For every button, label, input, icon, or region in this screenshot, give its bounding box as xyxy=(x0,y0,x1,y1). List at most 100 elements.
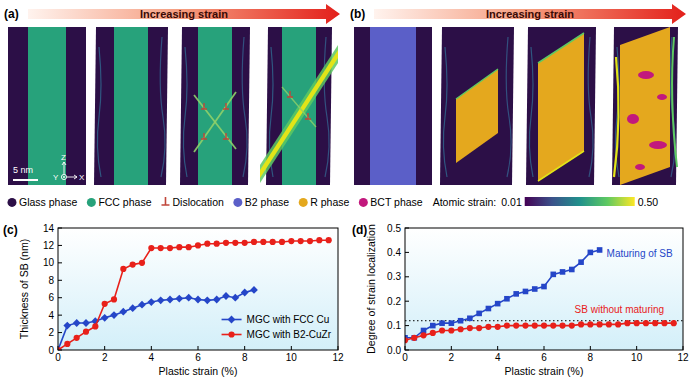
data-point xyxy=(148,245,154,251)
data-point xyxy=(288,238,294,244)
data-point xyxy=(139,260,145,266)
data-point xyxy=(634,320,640,326)
data-point xyxy=(242,240,248,246)
data-point xyxy=(111,296,117,302)
series-line xyxy=(405,250,600,338)
interface xyxy=(538,33,584,63)
dislocation-symbol xyxy=(223,103,229,109)
data-point xyxy=(316,237,322,243)
dislocation-symbol xyxy=(223,133,229,139)
glass-region xyxy=(612,27,678,185)
legend-label: MGC with B2-CuZr xyxy=(247,329,332,340)
data-point xyxy=(560,269,566,275)
data-point xyxy=(458,326,464,332)
data-point xyxy=(222,292,230,300)
strain-streak xyxy=(183,47,187,177)
snapshot-frame xyxy=(354,27,432,185)
data-point xyxy=(411,335,417,341)
series-line xyxy=(405,323,674,340)
data-point xyxy=(307,238,313,244)
data-point xyxy=(495,324,501,330)
data-point xyxy=(569,267,575,273)
data-point xyxy=(186,244,192,250)
data-point xyxy=(92,323,98,329)
legend: MGC with FCC CuMGC with B2-CuZr xyxy=(222,314,332,340)
x-axis-title: Plastic strain (%) xyxy=(159,365,238,377)
axis-label: Y xyxy=(53,173,59,182)
frame-background xyxy=(522,27,600,185)
data-point xyxy=(232,240,238,246)
panel-label: (c) xyxy=(3,223,18,237)
data-point xyxy=(120,266,126,272)
banner-label: Increasing strain xyxy=(140,8,228,20)
data-point xyxy=(130,262,136,268)
snapshot-frame xyxy=(8,27,86,185)
data-point xyxy=(63,322,71,330)
data-point xyxy=(476,311,482,317)
data-point xyxy=(73,319,81,327)
snapshot-panel: (b)Increasing strain xyxy=(350,4,686,185)
data-point xyxy=(420,332,426,338)
data-point xyxy=(485,324,491,330)
x-tick-label: 2 xyxy=(449,352,455,363)
data-point xyxy=(606,321,612,327)
strain-streak xyxy=(588,37,593,177)
y-tick xyxy=(405,252,409,253)
x-tick-label: 4 xyxy=(495,352,501,363)
data-point xyxy=(439,320,445,326)
data-point xyxy=(203,296,211,304)
data-point xyxy=(430,330,436,336)
strain-streak xyxy=(506,37,511,177)
y-tick-label: 0.0 xyxy=(387,345,401,356)
data-point xyxy=(158,245,164,251)
frame-background xyxy=(606,27,684,185)
data-point xyxy=(326,237,332,243)
x-tick xyxy=(451,346,452,350)
frame-background xyxy=(260,27,338,185)
legend-symbol xyxy=(359,198,368,207)
fcc-region xyxy=(114,27,148,185)
axis-out-of-plane xyxy=(61,174,66,179)
plot-data xyxy=(58,237,332,350)
colorbar-tick-label: 0.50 xyxy=(638,196,659,208)
plot-background xyxy=(58,228,338,350)
data-point xyxy=(194,296,202,304)
data-point xyxy=(270,239,276,245)
y-tick-label: 4 xyxy=(48,310,54,321)
slip-trace xyxy=(282,87,316,127)
data-point xyxy=(251,239,257,245)
x-tick xyxy=(497,346,498,350)
data-point xyxy=(624,320,630,326)
dislocation-symbol xyxy=(287,91,293,97)
data-point xyxy=(597,321,603,327)
data-point xyxy=(411,335,417,341)
y-tick xyxy=(58,332,62,333)
banner-label: Increasing strain xyxy=(486,8,574,20)
bct-region xyxy=(635,164,645,170)
strain-streak xyxy=(529,47,533,177)
data-point xyxy=(175,295,183,303)
bct-region xyxy=(638,71,654,79)
axis-arrow xyxy=(67,175,77,179)
glass-region xyxy=(526,27,596,185)
figure: (a)Increasing strain5 nmZYX(b)Increasing… xyxy=(0,0,693,384)
data-point xyxy=(204,241,210,247)
strain-streak xyxy=(614,57,619,177)
strain-streak xyxy=(672,37,677,167)
data-point xyxy=(597,247,603,253)
glass-region xyxy=(94,27,168,185)
slip-trace xyxy=(194,95,236,149)
annotation: SB without maturing xyxy=(575,304,665,315)
strain-streak xyxy=(160,37,165,177)
snapshot-frame xyxy=(438,27,516,185)
strain-arrow xyxy=(374,4,686,24)
legend-symbol xyxy=(161,197,169,205)
data-point xyxy=(541,284,547,290)
x-tick-label: 10 xyxy=(631,352,643,363)
data-point xyxy=(504,296,510,302)
dislocation-symbol xyxy=(201,103,207,109)
strain-streak xyxy=(324,37,329,177)
legend-label: FCC phase xyxy=(98,196,151,208)
plot-data xyxy=(405,247,683,343)
data-point xyxy=(260,239,266,245)
